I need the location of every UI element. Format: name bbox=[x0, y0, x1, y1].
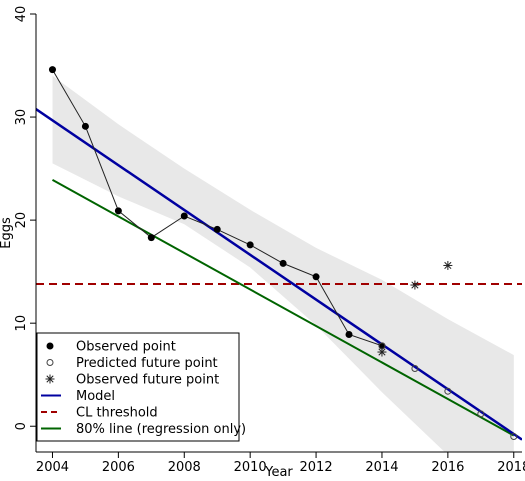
y-tick-label: 0 bbox=[14, 422, 29, 430]
y-tick-label: 20 bbox=[14, 212, 29, 229]
legend-label: Model bbox=[76, 389, 115, 404]
x-tick-label: 2014 bbox=[365, 460, 398, 475]
x-axis-title: Year bbox=[264, 465, 293, 480]
y-tick-label: 40 bbox=[14, 6, 29, 23]
predicted-future-point bbox=[444, 387, 452, 395]
observed-point bbox=[114, 207, 122, 215]
legend-swatch-observed-point bbox=[46, 342, 54, 350]
y-axis-title: Eggs bbox=[0, 217, 14, 249]
observed-point bbox=[279, 259, 287, 267]
eighty-percent-line bbox=[51, 179, 515, 437]
model-line bbox=[36, 107, 522, 441]
observed-point bbox=[378, 342, 386, 350]
observed-point bbox=[345, 331, 353, 339]
x-tick-label: 2006 bbox=[102, 460, 135, 475]
x-tick-label: 2012 bbox=[300, 460, 333, 475]
observed-point bbox=[180, 212, 188, 220]
y-tick-label: 10 bbox=[14, 315, 29, 332]
legend-swatch-observed-future-point bbox=[45, 374, 55, 384]
x-tick-label: 2010 bbox=[234, 460, 267, 475]
observed-point bbox=[48, 66, 56, 74]
legend-swatch-predicted-point bbox=[46, 359, 54, 366]
legend-label: 80% line (regression only) bbox=[76, 422, 246, 437]
observed-future-point bbox=[443, 260, 453, 270]
x-tick-label: 2018 bbox=[497, 460, 525, 475]
predicted-future-point bbox=[510, 433, 518, 441]
predicted-future-point bbox=[411, 365, 419, 373]
points-layer bbox=[48, 66, 518, 441]
legend-label: Observed future point bbox=[76, 373, 219, 388]
legend-label: Observed point bbox=[76, 340, 176, 355]
observed-point bbox=[81, 122, 89, 130]
observed-point bbox=[312, 273, 320, 281]
reference-lines-layer bbox=[36, 107, 522, 441]
legend-label: CL threshold bbox=[76, 406, 158, 421]
legend-box bbox=[36, 332, 240, 442]
legend-label: Predicted future point bbox=[76, 356, 218, 371]
x-tick-label: 2008 bbox=[168, 460, 201, 475]
predicted-future-point bbox=[477, 410, 485, 418]
observed-point bbox=[213, 225, 221, 233]
x-tick-label: 2004 bbox=[36, 460, 69, 475]
x-tick-label: 2016 bbox=[431, 460, 464, 475]
y-tick-label: 30 bbox=[14, 109, 29, 126]
observed-future-point bbox=[410, 280, 420, 290]
observed-future-point bbox=[377, 347, 387, 357]
observed-point bbox=[246, 241, 254, 249]
axes-layer: 2004 2006 2008 2010 2012 2014 2016 2018 0 10 20 30 4… bbox=[14, 6, 525, 475]
observed-point bbox=[147, 234, 155, 242]
